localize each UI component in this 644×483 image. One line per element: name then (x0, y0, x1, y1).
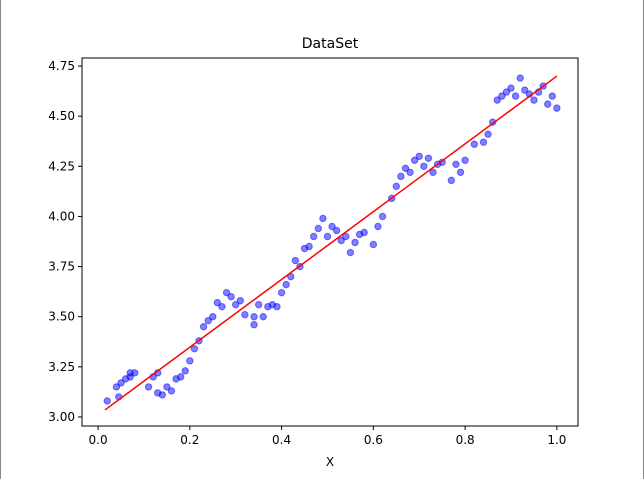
scatter-point (332, 226, 341, 235)
scatter-point (516, 74, 524, 82)
x-axis-label: X (326, 455, 334, 469)
scatter-point (346, 248, 355, 257)
x-tick-label: 0.0 (89, 433, 108, 447)
scatter-point (163, 383, 171, 391)
scatter-point (511, 92, 520, 100)
scatter-point (181, 367, 189, 375)
fit-line (104, 75, 558, 411)
x-tick-label: 0.8 (456, 433, 475, 447)
scatter-point (227, 292, 235, 301)
scatter-point (378, 212, 387, 221)
scatter-point (410, 156, 419, 164)
scatter-point (392, 182, 401, 191)
scatter-point (470, 140, 479, 148)
scatter-point (273, 302, 281, 311)
scatter-point (232, 300, 240, 309)
scatter-point (144, 383, 153, 391)
scatter-point (328, 222, 336, 231)
scatter-point (456, 168, 465, 177)
scatter-point (374, 222, 382, 231)
scatter-point (190, 345, 199, 353)
scatter-point (126, 373, 134, 381)
scatter-point (319, 214, 327, 223)
y-tick-label: 4.50 (48, 109, 75, 123)
scatter-point (117, 379, 125, 387)
scatter-point (424, 154, 433, 162)
scatter-point (323, 232, 332, 241)
scatter-point (209, 313, 217, 321)
plot-frame (81, 57, 579, 427)
scatter-point (310, 232, 318, 241)
scatter-point (342, 232, 350, 241)
scatter-point (277, 288, 286, 297)
chart-title: DataSet (302, 36, 359, 52)
scatter-point (213, 298, 222, 307)
scatter-point (452, 160, 460, 168)
scatter-point (415, 152, 423, 160)
y-tick-label: 4.00 (48, 209, 75, 223)
scatter-point (502, 88, 511, 96)
scatter-point (360, 228, 368, 237)
scatter-point (218, 302, 226, 311)
scatter-point (158, 391, 166, 399)
scatter-point (544, 100, 552, 108)
x-tick-label: 0.2 (180, 433, 199, 447)
scatter-point (351, 238, 359, 247)
scatter-point (259, 313, 267, 321)
scatter-point (204, 317, 212, 325)
y-tick-label: 4.25 (48, 159, 75, 173)
scatter-point (112, 383, 121, 391)
scatter-point (236, 296, 244, 305)
scatter-point (553, 104, 561, 112)
y-tick-label: 3.75 (48, 260, 75, 274)
scatter-point (176, 373, 185, 381)
scatter-point (420, 162, 428, 170)
scatter-point (406, 168, 414, 177)
scatter-point (282, 280, 290, 289)
scatter-point (186, 357, 194, 365)
scatter-point (548, 92, 557, 100)
scatter-point (103, 397, 111, 405)
scatter-point (199, 323, 208, 331)
scatter-point (447, 176, 456, 185)
scatter-point (250, 313, 258, 321)
scatter-point (131, 369, 139, 377)
scatter-point (498, 92, 506, 100)
scatter-point (397, 172, 405, 181)
x-tick-label: 0.6 (364, 433, 383, 447)
scatter-point (401, 164, 410, 172)
y-tick-label: 3.50 (48, 310, 75, 324)
scatter-point (222, 288, 231, 297)
scatter-point (493, 96, 501, 104)
scatter-point (429, 168, 437, 177)
scatter-point (530, 96, 538, 104)
scatter-point (461, 156, 469, 164)
scatter-point (521, 86, 529, 94)
x-tick-label: 1.0 (547, 433, 566, 447)
scatter-point (291, 256, 300, 265)
scatter-point (369, 240, 378, 249)
scatter-point (241, 310, 249, 319)
scatter-point (479, 138, 488, 146)
scatter-point (167, 387, 176, 395)
y-tick-label: 3.25 (48, 360, 75, 374)
scatter-point (337, 236, 345, 245)
scatter-point (484, 130, 492, 138)
y-tick-label: 3.00 (48, 410, 75, 424)
scatter-point (254, 300, 263, 309)
scatter-point (314, 224, 322, 233)
scatter-point (250, 321, 258, 329)
x-tick-label: 0.4 (272, 433, 291, 447)
scatter-point (305, 242, 313, 251)
y-tick-label: 4.75 (48, 59, 75, 73)
scatter-point (507, 84, 515, 92)
